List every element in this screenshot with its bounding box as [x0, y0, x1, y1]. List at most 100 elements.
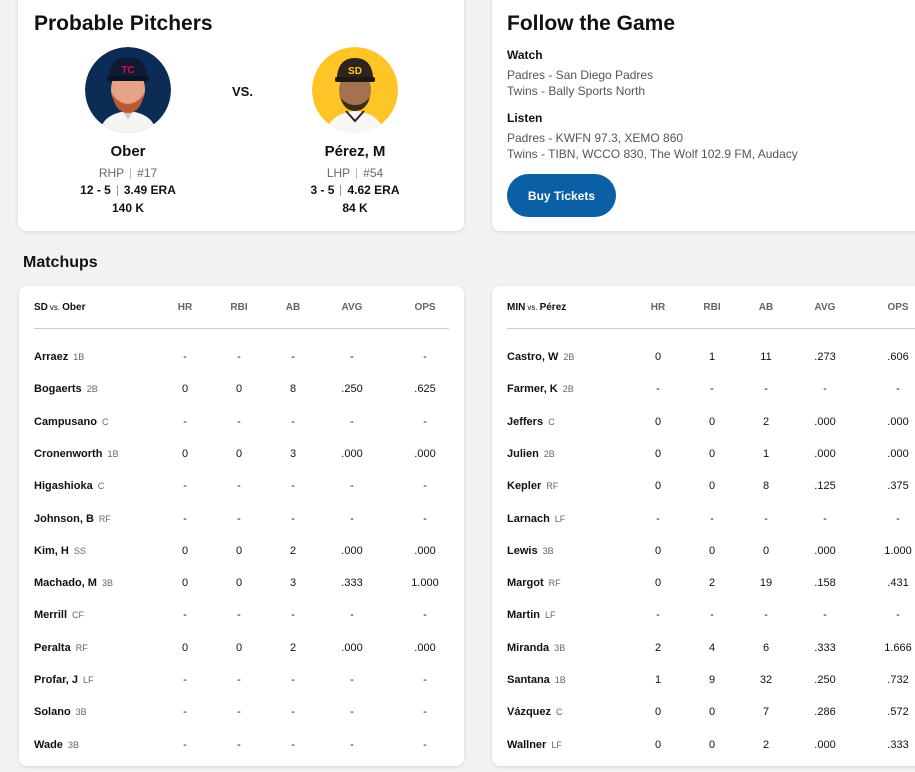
stat-ops: .606: [887, 351, 909, 363]
pitcher-name[interactable]: Ober: [110, 143, 146, 160]
column-header[interactable]: RBI: [703, 301, 721, 313]
table-row: Arraez 1B - - - - -: [34, 341, 449, 373]
column-header[interactable]: AB: [758, 301, 774, 313]
stat-avg: .000: [814, 544, 836, 557]
player-name[interactable]: Margot: [507, 577, 544, 590]
player-cell: Wallner LF: [507, 729, 627, 761]
pitcher-ober[interactable]: TC Ober RHP #17 12 - 5 3.49 ERA 140 K: [53, 47, 203, 215]
player-name[interactable]: Castro, W: [507, 351, 559, 363]
player-name[interactable]: Johnson, B: [34, 512, 94, 525]
stat-ops: .000: [414, 544, 436, 557]
player-cell: Vázquez C: [507, 696, 627, 728]
stat-ab: -: [291, 738, 295, 751]
column-header[interactable]: AVG: [341, 301, 363, 313]
player-name[interactable]: Bogaerts: [34, 383, 82, 396]
stat-avg: .250: [814, 674, 836, 686]
stat-avg: .125: [814, 480, 836, 493]
stat-avg: -: [823, 609, 827, 622]
player-name[interactable]: Arraez: [34, 351, 69, 363]
pitcher-record: 3 - 5: [310, 183, 335, 197]
stat-rbi: -: [237, 706, 241, 719]
stat-ops: -: [423, 609, 427, 622]
player-cell: Jeffers C: [507, 406, 627, 438]
column-header[interactable]: OPS: [887, 301, 909, 313]
stat-avg: -: [823, 512, 827, 525]
column-header[interactable]: HR: [177, 301, 193, 313]
divider: [340, 185, 342, 197]
stat-ops: .625: [414, 383, 436, 396]
stat-avg: .000: [341, 447, 363, 460]
player-name[interactable]: Cronenworth: [34, 447, 103, 460]
stat-avg: .286: [814, 706, 836, 719]
player-cell: Solano 3B: [34, 696, 154, 728]
stat-ab: 19: [759, 577, 773, 590]
stat-avg: -: [350, 351, 354, 363]
pitcher-record-era: 3 - 5 4.62 ERA: [280, 183, 430, 197]
watch-heading: Watch: [507, 48, 543, 62]
stat-hr: 0: [654, 738, 662, 751]
player-name[interactable]: Julien: [507, 447, 539, 460]
player-name[interactable]: Campusano: [34, 415, 97, 428]
matchup-vs: vs.: [49, 302, 61, 312]
stat-hr: -: [656, 512, 660, 525]
player-name[interactable]: Larnach: [507, 512, 550, 525]
svg-text:TC: TC: [121, 65, 134, 76]
pitcher-record: 12 - 5: [80, 183, 111, 197]
stat-ops: .000: [887, 415, 909, 428]
player-position: 2B: [563, 352, 575, 362]
stat-rbi: 1: [708, 351, 716, 363]
player-name[interactable]: Machado, M: [34, 577, 97, 590]
pitcher-perez[interactable]: SD Pérez, M LHP #54 3 - 5 4.62 ERA 84 K: [280, 47, 430, 215]
stat-ab: 6: [762, 641, 770, 654]
player-name[interactable]: Kim, H: [34, 544, 69, 557]
player-name[interactable]: Kepler: [507, 480, 542, 493]
player-name[interactable]: Miranda: [507, 641, 550, 654]
table-row: Profar, J LF - - - - -: [34, 664, 449, 696]
stat-avg: -: [350, 480, 354, 493]
stat-ops: .333: [887, 738, 909, 751]
player-name[interactable]: Profar, J: [34, 674, 79, 686]
player-name[interactable]: Lewis: [507, 544, 538, 557]
table-row: Vázquez C 0 0 7 .286 .572: [507, 696, 915, 728]
player-name[interactable]: Santana: [507, 674, 550, 686]
column-header[interactable]: AB: [285, 301, 301, 313]
stat-ops: .572: [887, 706, 909, 719]
player-cell: Bogaerts 2B: [34, 373, 154, 405]
stat-hr: 0: [181, 577, 189, 590]
player-name[interactable]: Merrill: [34, 609, 68, 622]
player-position: 3B: [67, 739, 79, 750]
player-cell: Merrill CF: [34, 599, 154, 631]
column-header[interactable]: OPS: [414, 301, 436, 313]
probable-pitchers-title: Probable Pitchers: [34, 12, 213, 35]
player-name[interactable]: Solano: [34, 706, 71, 719]
player-name[interactable]: Martin: [507, 609, 540, 622]
probable-pitchers-card: Probable Pitchers TC Ober RHP #17 12 - 5 3…: [18, 0, 464, 231]
player-cell: Julien 2B: [507, 438, 627, 470]
player-position: LF: [551, 739, 562, 750]
player-name[interactable]: Wade: [34, 738, 63, 751]
table-row: Julien 2B 0 0 1 .000 .000: [507, 438, 915, 470]
table-row: Farmer, K 2B - - - - -: [507, 373, 915, 405]
stat-ab: 32: [759, 674, 773, 686]
stat-rbi: 0: [235, 447, 243, 460]
stat-ops: 1.000: [884, 544, 912, 557]
player-name[interactable]: Vázquez: [507, 706, 552, 719]
column-header[interactable]: RBI: [230, 301, 248, 313]
player-name[interactable]: Wallner: [507, 738, 547, 751]
table-row: Bogaerts 2B 0 0 8 .250 .625: [34, 373, 449, 405]
column-header[interactable]: AVG: [814, 301, 836, 313]
matchup-vs: vs.: [527, 302, 538, 312]
stat-rbi: -: [237, 480, 241, 493]
player-position: LF: [83, 675, 94, 685]
player-name[interactable]: Farmer, K: [507, 383, 558, 396]
column-header[interactable]: HR: [650, 301, 666, 313]
stat-ops: .732: [887, 674, 909, 686]
player-name[interactable]: Peralta: [34, 641, 71, 654]
player-name[interactable]: Jeffers: [507, 415, 544, 428]
table-row: Kim, H SS 0 0 2 .000 .000: [34, 535, 449, 567]
buy-tickets-button[interactable]: Buy Tickets: [507, 174, 616, 217]
stat-ab: 2: [289, 641, 297, 654]
pitcher-name[interactable]: Pérez, M: [324, 143, 386, 160]
player-name[interactable]: Higashioka: [34, 480, 93, 493]
stat-rbi: -: [237, 674, 241, 686]
